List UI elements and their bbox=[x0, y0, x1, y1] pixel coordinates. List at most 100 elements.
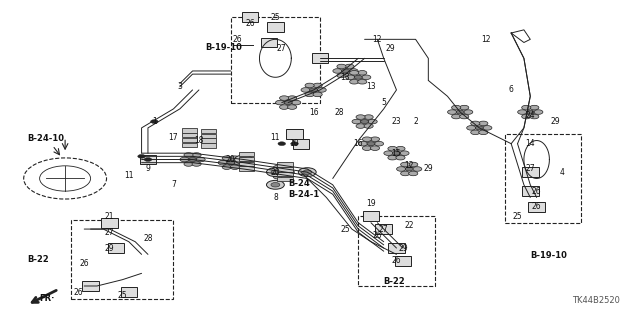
Circle shape bbox=[362, 146, 372, 151]
Circle shape bbox=[463, 110, 473, 114]
Circle shape bbox=[374, 141, 383, 146]
Circle shape bbox=[408, 171, 418, 176]
Text: 27: 27 bbox=[525, 165, 535, 174]
Circle shape bbox=[460, 114, 468, 119]
Bar bbox=[394, 256, 411, 266]
Text: 18: 18 bbox=[194, 136, 204, 145]
Bar bbox=[140, 155, 156, 164]
Circle shape bbox=[313, 83, 322, 88]
Text: B-22: B-22 bbox=[384, 277, 406, 286]
Bar bbox=[388, 243, 404, 253]
Circle shape bbox=[234, 160, 243, 165]
Circle shape bbox=[452, 114, 461, 119]
Circle shape bbox=[271, 182, 280, 187]
Text: 28: 28 bbox=[334, 108, 344, 116]
Circle shape bbox=[287, 96, 297, 100]
Circle shape bbox=[352, 119, 361, 124]
Circle shape bbox=[278, 170, 286, 174]
Circle shape bbox=[392, 151, 401, 155]
Text: B-19-10: B-19-10 bbox=[531, 251, 567, 260]
Text: 15: 15 bbox=[392, 149, 401, 158]
Text: 25: 25 bbox=[340, 225, 350, 234]
FancyBboxPatch shape bbox=[239, 152, 254, 156]
FancyBboxPatch shape bbox=[182, 133, 197, 137]
Circle shape bbox=[230, 156, 239, 160]
Circle shape bbox=[305, 92, 314, 97]
Circle shape bbox=[184, 153, 193, 157]
Bar bbox=[242, 12, 258, 22]
Circle shape bbox=[184, 162, 193, 166]
Text: 7: 7 bbox=[171, 180, 176, 189]
Text: 25: 25 bbox=[271, 13, 280, 22]
Circle shape bbox=[281, 174, 291, 179]
Text: 26: 26 bbox=[232, 35, 242, 44]
Circle shape bbox=[292, 100, 301, 105]
Circle shape bbox=[479, 130, 488, 135]
Circle shape bbox=[271, 170, 280, 174]
Text: B-24-1: B-24-1 bbox=[288, 190, 319, 199]
Circle shape bbox=[280, 105, 289, 109]
Text: 26: 26 bbox=[79, 259, 89, 268]
Circle shape bbox=[396, 146, 405, 151]
Circle shape bbox=[278, 142, 285, 145]
Circle shape bbox=[305, 83, 314, 88]
FancyBboxPatch shape bbox=[239, 157, 254, 161]
Circle shape bbox=[196, 157, 205, 162]
Circle shape bbox=[534, 110, 543, 114]
Circle shape bbox=[526, 110, 534, 114]
FancyBboxPatch shape bbox=[182, 138, 197, 142]
Circle shape bbox=[266, 168, 284, 177]
Circle shape bbox=[138, 154, 145, 158]
Circle shape bbox=[447, 110, 457, 114]
Text: 12: 12 bbox=[481, 35, 490, 44]
Text: 12: 12 bbox=[404, 161, 414, 170]
Text: B-24: B-24 bbox=[288, 179, 310, 188]
Circle shape bbox=[285, 170, 294, 174]
Text: 6: 6 bbox=[509, 85, 514, 94]
Bar bbox=[83, 281, 99, 291]
Text: 16: 16 bbox=[353, 139, 363, 148]
Circle shape bbox=[470, 130, 480, 135]
Text: 3: 3 bbox=[177, 82, 182, 91]
Circle shape bbox=[150, 120, 158, 123]
Circle shape bbox=[235, 155, 252, 164]
Circle shape bbox=[384, 151, 393, 155]
Circle shape bbox=[192, 162, 201, 166]
Text: 24: 24 bbox=[525, 111, 535, 120]
Circle shape bbox=[218, 160, 227, 165]
Circle shape bbox=[230, 165, 239, 169]
Circle shape bbox=[301, 88, 310, 92]
Circle shape bbox=[227, 161, 235, 165]
Circle shape bbox=[452, 105, 461, 110]
Circle shape bbox=[144, 158, 152, 161]
Text: 27: 27 bbox=[105, 228, 115, 237]
Circle shape bbox=[479, 121, 488, 126]
Circle shape bbox=[476, 126, 483, 130]
Circle shape bbox=[530, 114, 539, 119]
Text: B-19-10: B-19-10 bbox=[205, 43, 242, 52]
Circle shape bbox=[284, 100, 292, 105]
Circle shape bbox=[333, 69, 342, 73]
Circle shape bbox=[360, 120, 369, 123]
Circle shape bbox=[396, 155, 405, 160]
Circle shape bbox=[239, 157, 248, 162]
Circle shape bbox=[408, 162, 418, 167]
Bar bbox=[522, 167, 539, 177]
Bar bbox=[260, 38, 277, 48]
Circle shape bbox=[388, 146, 397, 151]
Circle shape bbox=[364, 124, 373, 128]
Text: 26: 26 bbox=[532, 203, 541, 211]
Bar bbox=[522, 186, 539, 196]
Text: 26: 26 bbox=[372, 231, 382, 240]
Circle shape bbox=[530, 105, 539, 110]
Text: 14: 14 bbox=[525, 139, 535, 148]
FancyBboxPatch shape bbox=[201, 129, 216, 133]
Circle shape bbox=[356, 115, 365, 119]
Circle shape bbox=[467, 126, 476, 130]
Text: 26: 26 bbox=[245, 19, 255, 28]
Text: 29: 29 bbox=[105, 243, 115, 253]
Circle shape bbox=[362, 75, 371, 79]
Circle shape bbox=[518, 110, 527, 114]
Circle shape bbox=[345, 64, 354, 69]
Bar bbox=[286, 129, 303, 139]
